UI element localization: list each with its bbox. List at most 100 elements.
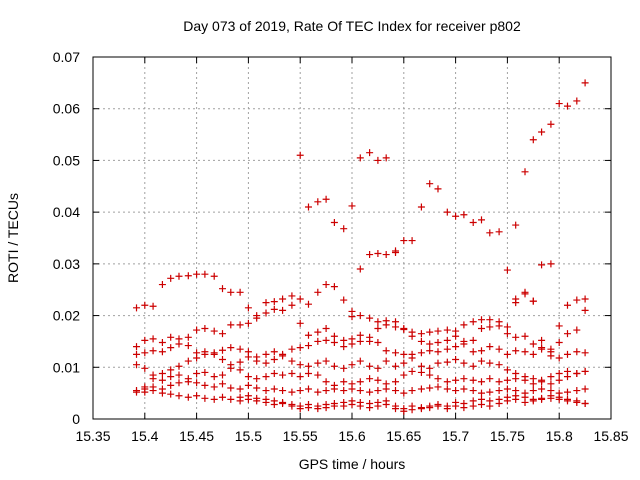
data-point bbox=[210, 327, 218, 335]
data-point bbox=[486, 388, 494, 396]
data-point bbox=[314, 405, 322, 413]
data-point bbox=[495, 345, 503, 353]
y-tick-label: 0.06 bbox=[53, 101, 80, 117]
data-point bbox=[400, 325, 408, 332]
data-point bbox=[279, 306, 287, 314]
data-point bbox=[400, 237, 408, 245]
data-markers bbox=[133, 79, 589, 415]
data-point bbox=[408, 237, 416, 245]
data-point bbox=[175, 379, 183, 387]
data-point bbox=[503, 323, 511, 331]
data-point bbox=[262, 387, 270, 395]
data-point bbox=[175, 272, 183, 280]
data-point bbox=[512, 333, 520, 341]
data-point bbox=[158, 338, 166, 346]
data-point bbox=[167, 344, 175, 352]
data-point bbox=[262, 350, 270, 358]
data-point bbox=[503, 366, 511, 374]
data-point bbox=[193, 369, 201, 377]
data-point bbox=[555, 322, 563, 330]
x-tick-label: 15.5 bbox=[235, 428, 262, 444]
data-point bbox=[478, 389, 485, 397]
data-point bbox=[356, 312, 364, 320]
data-point bbox=[133, 343, 141, 351]
data-point bbox=[244, 392, 252, 400]
data-point bbox=[478, 378, 485, 386]
x-tick-label: 15.6 bbox=[338, 428, 365, 444]
data-point bbox=[408, 367, 416, 375]
data-point bbox=[340, 402, 348, 410]
data-point bbox=[581, 349, 589, 357]
data-point bbox=[503, 376, 511, 384]
data-point bbox=[158, 348, 166, 356]
data-point bbox=[521, 168, 529, 176]
x-tick-label: 15.85 bbox=[593, 428, 628, 444]
data-point bbox=[443, 345, 451, 353]
data-point bbox=[184, 272, 192, 280]
data-point bbox=[304, 369, 312, 377]
data-point bbox=[443, 358, 451, 366]
data-point bbox=[133, 304, 141, 312]
data-point bbox=[210, 272, 218, 280]
data-point bbox=[417, 337, 425, 345]
data-point bbox=[547, 352, 555, 360]
data-point bbox=[133, 350, 141, 358]
data-point bbox=[581, 385, 589, 393]
data-point bbox=[563, 388, 571, 396]
data-point bbox=[443, 208, 451, 216]
data-point bbox=[348, 313, 356, 321]
x-tick-label: 15.65 bbox=[386, 428, 421, 444]
data-point bbox=[521, 348, 529, 356]
data-point bbox=[478, 316, 485, 324]
data-point bbox=[434, 185, 442, 193]
data-point bbox=[434, 375, 442, 383]
data-point bbox=[503, 330, 511, 338]
data-point bbox=[434, 402, 442, 410]
data-point bbox=[340, 225, 348, 233]
data-point bbox=[434, 338, 442, 346]
data-point bbox=[426, 340, 434, 348]
data-point bbox=[158, 281, 166, 289]
data-point bbox=[279, 352, 287, 360]
data-point bbox=[512, 221, 520, 229]
data-point bbox=[167, 366, 175, 374]
data-point bbox=[374, 318, 382, 326]
data-point bbox=[184, 342, 192, 350]
data-point bbox=[538, 261, 546, 269]
data-point bbox=[322, 325, 330, 332]
data-point bbox=[244, 381, 252, 389]
data-point bbox=[581, 306, 589, 314]
data-point bbox=[495, 361, 503, 369]
data-point bbox=[382, 401, 390, 409]
data-point bbox=[434, 327, 442, 335]
data-point bbox=[382, 385, 390, 393]
data-point bbox=[478, 216, 485, 224]
data-point bbox=[382, 154, 390, 162]
data-point bbox=[374, 250, 382, 258]
data-point bbox=[460, 321, 468, 329]
data-point bbox=[486, 375, 494, 383]
data-point bbox=[400, 371, 408, 379]
data-point bbox=[288, 292, 296, 300]
data-point bbox=[452, 402, 460, 410]
data-point bbox=[201, 381, 209, 389]
data-point bbox=[503, 397, 511, 405]
data-point bbox=[555, 100, 563, 108]
data-point bbox=[314, 288, 322, 296]
data-point bbox=[288, 301, 296, 309]
data-point bbox=[460, 359, 468, 367]
data-point bbox=[555, 369, 563, 377]
data-point bbox=[296, 361, 304, 369]
data-point bbox=[253, 394, 261, 402]
data-point bbox=[175, 362, 183, 370]
data-point bbox=[253, 357, 261, 365]
data-point bbox=[348, 385, 356, 393]
data-point bbox=[270, 385, 278, 393]
data-point bbox=[417, 330, 425, 338]
data-point bbox=[158, 369, 166, 377]
data-point bbox=[374, 156, 382, 164]
data-point bbox=[452, 343, 460, 351]
data-point bbox=[193, 392, 201, 400]
data-point bbox=[348, 401, 356, 409]
data-point bbox=[495, 322, 503, 330]
